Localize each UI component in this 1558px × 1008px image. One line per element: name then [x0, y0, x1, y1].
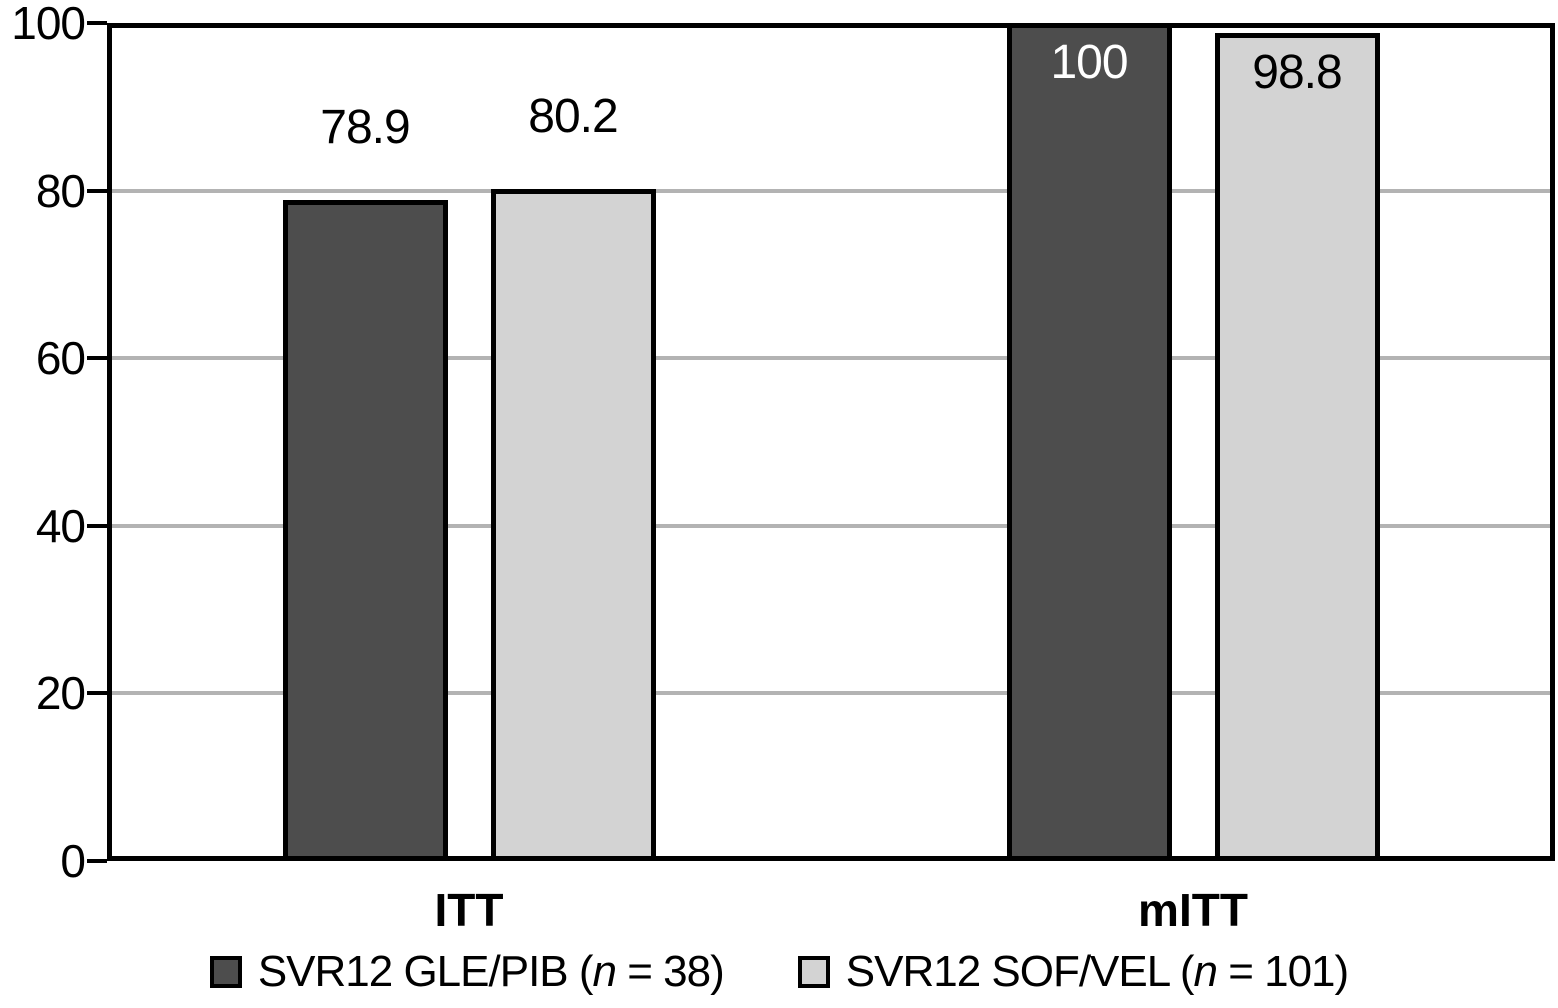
legend-item: SVR12 GLE/PIB (n = 38): [209, 946, 725, 998]
y-tick-label: 20: [35, 667, 86, 720]
y-tick-mark: [87, 523, 107, 528]
gridline: [107, 188, 1555, 193]
legend-label-n-variable: n: [592, 947, 618, 996]
bar: [490, 188, 656, 861]
legend-label: SVR12 GLE/PIB (n = 38): [257, 946, 725, 998]
legend-swatch: [209, 956, 242, 988]
y-tick-label: 80: [35, 164, 86, 217]
y-tick-label: 0: [60, 835, 86, 887]
plot-area: 78.9 80.2 100 98.8: [107, 23, 1555, 861]
legend-label-n-variable: n: [1193, 947, 1218, 996]
legend: SVR12 GLE/PIB (n = 38) SVR12 SOF/VEL (n =…: [0, 946, 1558, 998]
legend-label-text: SVR12 SOF/VEL (: [845, 947, 1195, 996]
legend-label-count: = 38): [616, 947, 725, 996]
y-tick-label: 100: [11, 0, 86, 49]
legend-swatch: [797, 956, 830, 988]
plot-frame: [107, 23, 1555, 861]
bar-value-label: 98.8: [1252, 46, 1342, 100]
y-tick-label: 60: [35, 332, 86, 385]
category-label: mITT: [1138, 884, 1248, 936]
bar-value-label: 80.2: [528, 89, 618, 143]
y-tick-mark: [87, 21, 107, 25]
y-tick-mark: [87, 859, 107, 863]
bar-value-label: 100: [1050, 36, 1128, 89]
legend-label-count: = 101): [1216, 947, 1349, 996]
legend-item: SVR12 SOF/VEL (n = 101): [797, 946, 1349, 998]
y-tick-mark: [87, 356, 107, 361]
y-tick-mark: [87, 691, 107, 696]
legend-label: SVR12 SOF/VEL (n = 101): [845, 946, 1349, 998]
y-tick-label: 40: [35, 499, 86, 552]
legend-label-text: SVR12 GLE/PIB (: [257, 947, 594, 996]
gridline: [107, 691, 1555, 696]
category-label: ITT: [434, 884, 504, 936]
bar-value-label: 78.9: [320, 100, 410, 154]
y-tick-mark: [87, 188, 107, 193]
gridline: [107, 523, 1555, 528]
bar: [1214, 33, 1380, 861]
gridline: [107, 356, 1555, 361]
